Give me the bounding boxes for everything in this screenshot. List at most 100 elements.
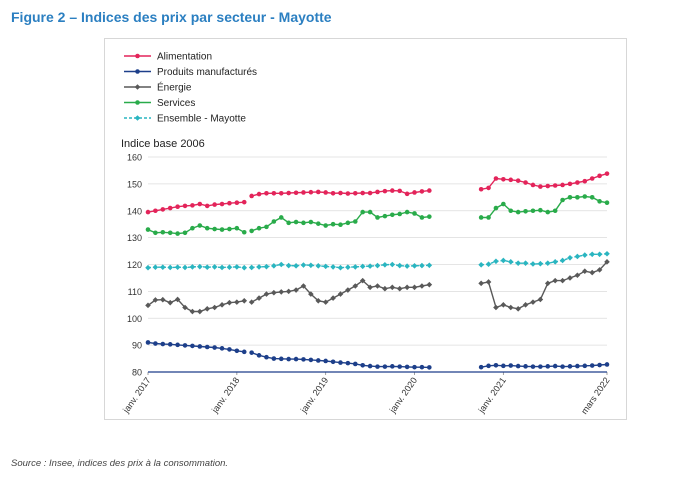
data-point [278,215,284,220]
data-point [574,253,581,260]
y-tick-label: 120 [127,260,142,270]
series-alimentation [145,171,610,215]
data-point [197,308,203,315]
data-point [523,364,528,369]
data-point [286,190,291,196]
data-point [597,362,602,368]
data-point [412,211,417,216]
data-point [493,304,499,311]
data-point [604,250,610,257]
data-point [248,299,255,305]
data-point [382,261,388,268]
source-note: Source : Insee, indices des prix à la co… [11,458,229,469]
data-point [300,262,307,268]
data-point [167,230,173,236]
data-point [493,362,499,368]
data-point [227,200,232,206]
data-point [390,212,395,218]
data-point [382,364,388,369]
data-point [226,264,233,270]
data-point [315,189,321,195]
data-point [204,344,210,350]
data-point [360,209,365,215]
data-point [337,291,344,297]
data-point [589,195,595,200]
data-point [530,182,536,188]
data-point [286,220,291,226]
data-point [249,193,254,199]
data-point [197,344,203,349]
data-point [604,200,610,205]
data-point [567,254,573,261]
data-point [411,284,418,291]
data-point [544,260,551,266]
data-point [219,264,225,271]
data-point [522,260,529,266]
data-point [330,264,336,270]
data-point [567,275,573,281]
data-point [478,364,484,370]
data-point [567,364,573,369]
data-point [264,224,269,230]
data-point [352,219,358,224]
legend-item: Alimentation [124,52,212,63]
data-point [560,364,565,369]
data-point [552,183,558,188]
data-point [241,264,248,271]
data-point [574,272,581,279]
data-point [323,190,328,195]
data-point [426,262,433,269]
data-point [226,299,233,306]
data-point [352,283,359,289]
data-point [390,188,395,193]
data-point [204,203,210,209]
data-point [374,283,381,289]
data-point [537,260,544,267]
data-point [538,364,543,369]
data-point [530,364,536,369]
data-point [175,231,180,236]
data-point [345,191,351,196]
data-point [278,289,285,295]
y-tick-label: 110 [128,287,142,297]
data-point [493,258,499,265]
legend-swatch-marker [135,69,140,74]
data-point [360,190,365,196]
data-point [581,252,588,258]
data-point [359,263,366,270]
data-point [256,264,262,270]
data-point [493,176,499,181]
data-point [515,306,521,312]
data-point [249,228,254,234]
legend-swatch-marker [135,53,140,59]
data-point [271,190,277,196]
data-point [293,263,299,269]
data-point [486,363,491,369]
data-point [315,221,321,226]
data-point [419,364,425,370]
data-point [397,364,403,369]
series-line [480,363,608,368]
data-point [352,361,358,367]
data-point [597,199,602,204]
data-point [575,195,580,200]
data-point [352,264,359,270]
data-point [293,219,299,225]
data-point [508,363,514,368]
y-tick-label: 130 [127,233,142,243]
legend-label: Ensemble - Mayotte [157,114,246,125]
data-point [160,296,166,303]
data-point [293,356,299,362]
data-point [501,177,506,182]
data-point [308,291,314,297]
y-tick-label: 80 [132,368,142,378]
data-point [263,291,270,297]
data-point [330,190,336,196]
data-point [145,209,151,215]
data-point [589,363,595,368]
data-point [419,215,425,220]
data-point [145,340,151,345]
data-point [160,207,166,212]
data-point [152,264,159,270]
legend-item: Services [124,98,195,109]
